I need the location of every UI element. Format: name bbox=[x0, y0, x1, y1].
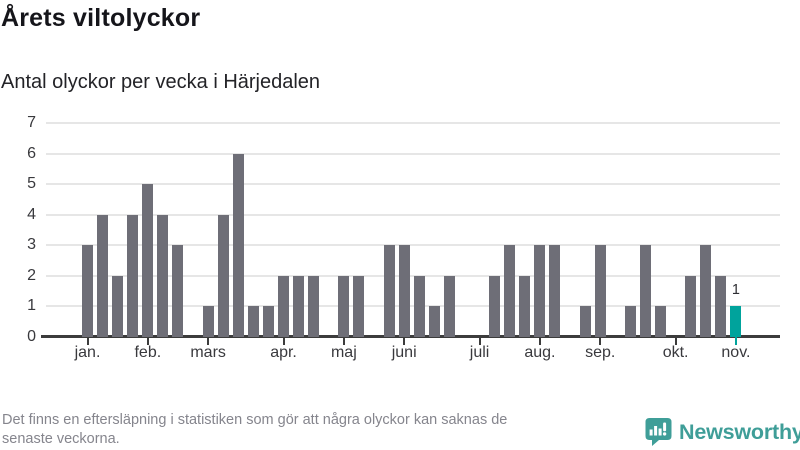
bar-week bbox=[504, 245, 516, 337]
y-axis-label-4: 4 bbox=[27, 205, 36, 223]
bar-week bbox=[112, 275, 124, 337]
bar-week bbox=[398, 245, 410, 337]
y-axis-label-1: 1 bbox=[27, 297, 36, 315]
footnote-line-2: senaste veckorna. bbox=[2, 431, 120, 447]
x-axis-tick-aug bbox=[538, 337, 541, 345]
y-axis-label-7: 7 bbox=[27, 114, 36, 131]
bar-week bbox=[232, 153, 244, 337]
highlight-value-label: 1 bbox=[731, 282, 740, 299]
bar-week bbox=[685, 275, 697, 337]
gridline-y-2 bbox=[46, 274, 780, 277]
x-axis-month-label-jan: jan. bbox=[74, 344, 101, 361]
bar-week-highlighted bbox=[730, 306, 742, 337]
bar-week bbox=[700, 245, 712, 337]
x-axis-tick-maj bbox=[342, 337, 345, 345]
bar-week bbox=[443, 275, 455, 337]
footnote: Det finns en eftersläpning i statistiken… bbox=[2, 411, 507, 449]
y-axis-label-0: 0 bbox=[27, 328, 36, 345]
gridline-y-4 bbox=[46, 213, 780, 216]
x-axis-month-label-nov: nov. bbox=[721, 344, 751, 361]
bar-week bbox=[202, 306, 214, 337]
bar-week bbox=[519, 275, 531, 337]
gridline-y-1 bbox=[46, 305, 780, 308]
bar-week bbox=[383, 245, 395, 337]
x-axis-tick-juli bbox=[478, 337, 481, 345]
bar-week bbox=[97, 214, 109, 337]
bar-week bbox=[142, 184, 154, 337]
bar-week bbox=[579, 306, 591, 337]
bar-week bbox=[157, 214, 169, 337]
y-axis-label-3: 3 bbox=[27, 236, 36, 254]
x-axis-month-label-feb: feb. bbox=[134, 344, 162, 361]
newsworthy-logo: Newsworthy bbox=[645, 416, 800, 448]
x-axis-tick-feb bbox=[146, 337, 149, 345]
bar-chart-plot-area: 0 1 2 3 4 5 6 7 1 jan. feb. mars apr. maj juni juli aug.… bbox=[27, 114, 780, 361]
x-axis-month-label-apr: apr. bbox=[270, 344, 297, 361]
y-axis-label-5: 5 bbox=[27, 175, 36, 193]
x-axis-tick-okt bbox=[674, 337, 677, 345]
newsworthy-speech-bubble-chart-icon bbox=[645, 418, 672, 446]
x-axis-month-label-mars: mars bbox=[190, 344, 226, 361]
newsworthy-wordmark: Newsworthy bbox=[679, 419, 800, 444]
gridline-y-6 bbox=[46, 152, 780, 155]
bar-week bbox=[247, 306, 259, 337]
bar-week bbox=[82, 245, 93, 337]
bar-week bbox=[534, 245, 546, 337]
bar-week bbox=[655, 306, 667, 337]
bar-week bbox=[338, 275, 350, 337]
bar-week bbox=[293, 275, 305, 337]
x-axis-month-label-sep: sep. bbox=[585, 344, 616, 361]
x-axis-month-label-juli: juli bbox=[469, 344, 490, 361]
bar-week bbox=[489, 275, 501, 337]
bar-week bbox=[308, 275, 320, 337]
gridline-y-5 bbox=[46, 183, 780, 186]
bar-week bbox=[428, 306, 440, 337]
bar-week bbox=[262, 306, 274, 337]
x-axis-month-label-maj: maj bbox=[330, 344, 357, 361]
bar-week bbox=[353, 275, 365, 337]
x-axis-tick-apr bbox=[282, 337, 285, 345]
x-axis-line bbox=[41, 335, 780, 338]
chart-title: Årets viltolyckor bbox=[1, 4, 201, 32]
bar-week bbox=[639, 245, 651, 337]
x-axis-month-label-juni: juni bbox=[391, 344, 417, 361]
bar-week bbox=[715, 275, 727, 337]
chart-subtitle: Antal olyckor per vecka i Härjedalen bbox=[1, 71, 321, 93]
bar-week bbox=[127, 214, 139, 337]
x-axis-tick-mars bbox=[207, 337, 210, 345]
x-axis-tick-nov bbox=[734, 337, 737, 345]
y-axis-label-6: 6 bbox=[27, 144, 36, 162]
bar-week bbox=[594, 245, 606, 337]
x-axis-tick-jan bbox=[86, 337, 89, 345]
x-axis-month-label-okt: okt. bbox=[662, 344, 689, 361]
bar-week bbox=[172, 245, 184, 337]
x-axis-month-label-aug: aug. bbox=[524, 344, 556, 361]
x-axis-tick-sep bbox=[599, 337, 602, 345]
bar-week bbox=[217, 214, 229, 337]
footnote-line-1: Det finns en eftersläpning i statistiken… bbox=[2, 412, 508, 428]
bar-week bbox=[278, 275, 290, 337]
bar-week bbox=[549, 245, 561, 337]
bar-week bbox=[624, 306, 636, 337]
y-axis-label-2: 2 bbox=[27, 266, 36, 284]
bar-week bbox=[413, 275, 425, 337]
gridline-y-7 bbox=[46, 122, 780, 124]
gridline-y-3 bbox=[46, 244, 780, 247]
x-axis-tick-juni bbox=[403, 337, 406, 345]
